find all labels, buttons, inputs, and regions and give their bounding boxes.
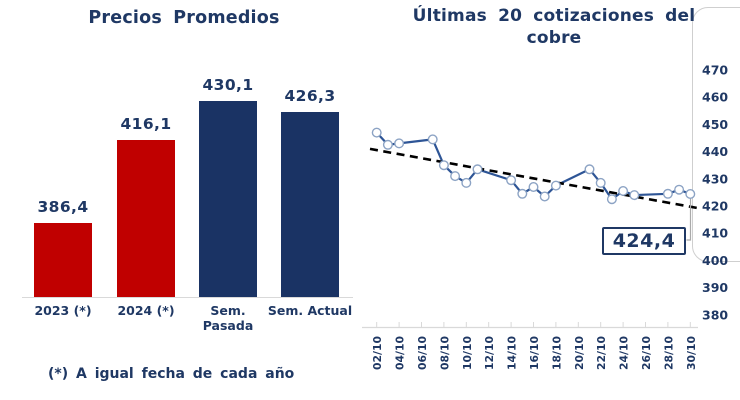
- y-tick-label: 380: [702, 307, 728, 322]
- bar-value-label-0: 386,4: [37, 198, 89, 217]
- bar-0: [34, 223, 92, 297]
- data-point-marker: [517, 188, 528, 199]
- x-tick-label: 26/10: [640, 336, 653, 370]
- bar-chart-title: Precios Promedios: [88, 8, 280, 28]
- bar-3: [281, 111, 339, 297]
- y-tick-label: 400: [702, 253, 728, 268]
- x-tick-label: 12/10: [483, 336, 496, 370]
- line-chart-title: Últimas 20 cotizaciones del cobre: [406, 5, 702, 49]
- bar-value-label-2: 430,1: [202, 76, 254, 95]
- bar-value-label-3: 426,3: [284, 86, 336, 105]
- data-point-marker: [685, 188, 696, 199]
- bar-1: [117, 140, 175, 297]
- data-point-marker: [584, 164, 595, 175]
- x-tick-label: 14/10: [506, 336, 519, 370]
- last-value-label: 424,4: [612, 230, 676, 252]
- y-tick-label: 410: [702, 226, 728, 241]
- data-point-marker: [450, 171, 461, 182]
- bar-category-label-3: Sem. Actual: [267, 303, 353, 318]
- bar-2: [199, 101, 257, 297]
- x-tick-label: 18/10: [550, 336, 563, 370]
- data-point-marker: [595, 177, 606, 188]
- bar-category-label-1: 2024 (*): [117, 303, 175, 318]
- data-point-marker: [629, 190, 640, 201]
- x-tick-label: 16/10: [528, 336, 541, 370]
- x-tick-label: 22/10: [595, 336, 608, 370]
- x-tick-label: 06/10: [416, 336, 429, 370]
- x-tick-label: 28/10: [662, 336, 675, 370]
- data-point-marker: [472, 164, 483, 175]
- footnote: (*) A igual fecha de cada año: [48, 366, 295, 382]
- y-tick-label: 430: [702, 171, 728, 186]
- data-point-marker: [550, 180, 561, 191]
- y-tick-label: 390: [702, 280, 728, 295]
- last-value-callout: 424,4: [602, 227, 686, 255]
- bar-category-label-2: Sem. Pasada: [202, 303, 254, 333]
- bar-chart-baseline: [22, 297, 353, 298]
- data-point-marker: [438, 160, 449, 171]
- data-point-marker: [618, 185, 629, 196]
- x-tick-label: 02/10: [371, 336, 384, 370]
- y-tick-label: 420: [702, 199, 728, 214]
- x-tick-label: 04/10: [394, 336, 407, 370]
- y-tick-label: 440: [702, 144, 728, 159]
- line-chart-title-line1: Últimas 20 cotizaciones del: [412, 6, 696, 26]
- data-point-marker: [394, 138, 405, 149]
- y-tick-label: 470: [702, 63, 728, 78]
- bar-value-label-1: 416,1: [120, 115, 172, 134]
- bar-category-label-0: 2023 (*): [34, 303, 92, 318]
- data-point-marker: [371, 127, 382, 138]
- line-chart-title-line2: cobre: [526, 28, 582, 48]
- decorative-rounded-border: [692, 7, 740, 262]
- data-point-marker: [382, 139, 393, 150]
- callout-leader-line: [686, 198, 692, 241]
- trend-line: [369, 147, 698, 210]
- data-point-marker: [539, 191, 550, 202]
- x-tick-label: 08/10: [438, 336, 451, 370]
- data-point-marker: [427, 134, 438, 145]
- x-tick-label: 30/10: [685, 336, 698, 370]
- y-tick-label: 450: [702, 117, 728, 132]
- data-point-marker: [662, 188, 673, 199]
- y-tick-label: 460: [702, 90, 728, 105]
- data-point-marker: [506, 175, 517, 186]
- x-tick-label: 24/10: [618, 336, 631, 370]
- data-point-marker: [606, 194, 617, 205]
- x-tick-label: 10/10: [461, 336, 474, 370]
- x-tick-label: 20/10: [573, 336, 586, 370]
- data-point-marker: [674, 184, 685, 195]
- data-point-marker: [461, 177, 472, 188]
- data-point-marker: [528, 181, 539, 192]
